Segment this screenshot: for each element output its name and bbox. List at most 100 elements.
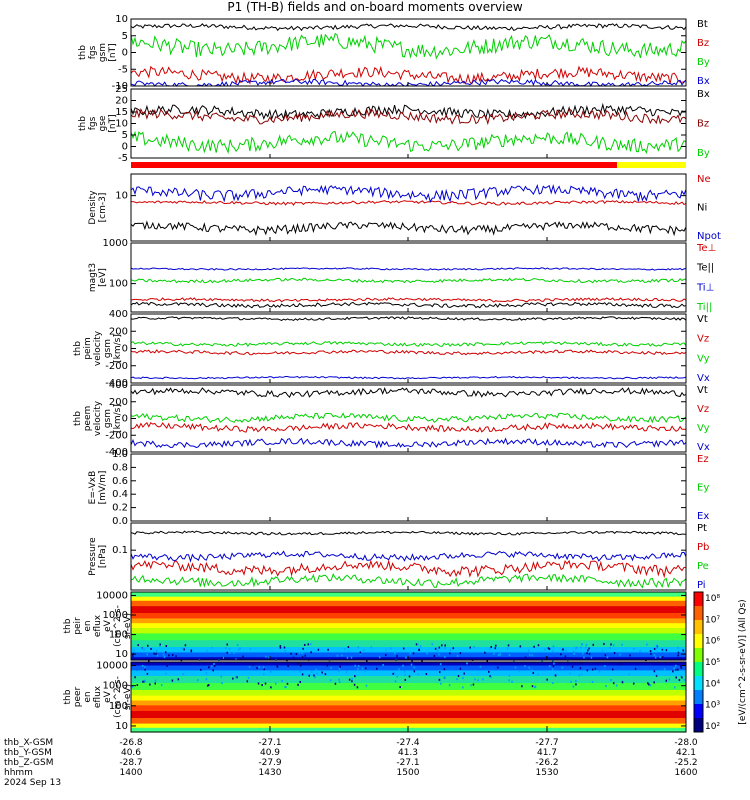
spectrogram-pixel (330, 666, 332, 669)
spectrogram-pixel (469, 646, 471, 649)
spectrogram-pixel (603, 643, 605, 646)
y-axis-label: gsm (98, 43, 108, 62)
spectrogram-pixel (581, 673, 583, 676)
spectrogram-pixel (519, 645, 522, 648)
spectrogram-pixel (552, 645, 555, 648)
spectrogram-pixel (564, 655, 567, 658)
spectrogram-pixel (462, 677, 464, 680)
y-tick-label: 0.2 (112, 503, 128, 514)
y-axis-label: peir (73, 617, 83, 635)
spectrogram-pixel (396, 654, 398, 657)
spectrogram-pixel (403, 670, 406, 673)
spectrogram-pixel (605, 684, 607, 687)
spectrogram-band (131, 651, 686, 658)
spectrogram-pixel (530, 657, 533, 660)
spectrogram-pixel (443, 668, 446, 671)
spectrogram-pixel (149, 683, 151, 686)
y-axis-label: (cm^2-s- (113, 605, 123, 647)
series-line-ne (131, 199, 687, 206)
spectrogram-pixel (357, 665, 360, 668)
spectrogram-pixel (314, 676, 316, 679)
panel-frame (130, 242, 687, 313)
legend-by: By (697, 148, 710, 159)
spectrogram-pixel (588, 652, 591, 655)
spectrogram-pixel (482, 678, 484, 681)
spectrogram-pixel (493, 652, 495, 655)
spectrogram-pixel (677, 646, 679, 649)
legend-bx: Bx (697, 76, 710, 87)
spectrogram-pixel (394, 652, 396, 655)
y-tick-label: 1000 (103, 610, 128, 621)
y-tick-label: 400 (109, 380, 128, 391)
spectrogram-pixel (351, 677, 353, 680)
y-tick-label: -200 (105, 361, 128, 372)
y-tick-label: 0.4 (112, 489, 128, 500)
spectrogram-pixel (413, 670, 416, 673)
spectrogram-pixel (142, 680, 144, 683)
x-row-value: -27.9 (258, 758, 282, 768)
spectrogram-pixel (257, 682, 260, 685)
spectrogram-pixel (497, 654, 500, 657)
spectrogram-pixel (438, 678, 441, 681)
x-row-value: 1530 (536, 768, 559, 778)
spectrogram-pixel (648, 683, 650, 686)
spectrogram-pixel (612, 682, 615, 685)
legend-vx: Vx (697, 373, 710, 384)
spectrogram-pixel (338, 678, 340, 681)
spectrogram-pixel (205, 672, 208, 675)
y-axis-label: eflux (93, 685, 103, 708)
spectrogram-pixel (646, 643, 648, 646)
spectrogram-pixel (621, 643, 623, 646)
spectrogram-pixel (315, 668, 318, 671)
spectrogram-pixel (680, 675, 682, 678)
spectrogram-pixel (182, 673, 184, 676)
spectrogram-pixel (656, 646, 658, 649)
spectrogram-pixel (552, 665, 555, 668)
spectrogram-band (131, 627, 686, 634)
series-line-vz (130, 421, 687, 433)
legend-ex: Ex (697, 511, 709, 522)
spectrogram-pixel (184, 644, 187, 647)
spectrogram-pixel (527, 649, 530, 652)
spectrogram-pixel (141, 647, 143, 650)
spectrogram-pixel (649, 650, 652, 653)
spectrogram-pixel (604, 654, 607, 657)
spectrogram-pixel (409, 652, 411, 655)
colorbar-tick: 10⁴ (705, 679, 720, 689)
spectrogram-pixel (606, 656, 609, 659)
spectrogram-pixel (213, 662, 215, 665)
spectrogram-pixel (345, 671, 348, 674)
spectrogram-pixel (405, 656, 407, 659)
spectrogram-pixel (354, 675, 356, 678)
spectrogram-pixel (575, 646, 578, 649)
spectrogram-pixel (301, 673, 304, 676)
spectrogram-pixel (628, 673, 631, 676)
x-row-value: -27.7 (535, 738, 558, 748)
spectrogram-pixel (663, 668, 666, 671)
spectrogram-band (131, 617, 686, 624)
spectrogram-pixel (632, 682, 635, 685)
spectrogram-pixel (227, 657, 230, 660)
spectrogram-pixel (168, 654, 170, 657)
colorbar-segment (694, 648, 703, 663)
x-row-value: -27.4 (396, 738, 420, 748)
spectrogram-band (131, 605, 686, 613)
spectrogram-pixel (159, 645, 161, 648)
series-line-te (130, 301, 687, 309)
spectrogram-pixel (356, 686, 359, 689)
spectrogram-pixel (252, 663, 254, 666)
y-axis-label: E=-VxB (88, 471, 98, 505)
spectrogram-pixel (177, 678, 180, 681)
series-line-vt (130, 316, 687, 321)
spectrogram-pixel (551, 650, 554, 653)
spectrogram-pixel (317, 648, 320, 651)
spectrogram-pixel (677, 651, 680, 654)
legend-bz: Bz (697, 119, 709, 130)
spectrogram-pixel (552, 682, 554, 685)
spectrogram-pixel (553, 662, 555, 665)
y-axis-label: [km/s] (113, 404, 123, 433)
spectrogram-pixel (436, 649, 439, 652)
spectrogram-pixel (370, 646, 373, 649)
spectrogram-pixel (610, 643, 612, 646)
spectrogram-pixel (248, 665, 251, 668)
